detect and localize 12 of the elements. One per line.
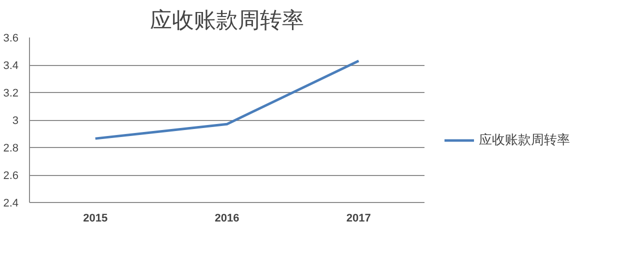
y-tick-label: 2.8: [3, 142, 19, 154]
chart-title: 应收账款周转率: [150, 8, 304, 32]
y-tick-label: 3: [12, 115, 19, 127]
legend-label: 应收账款周转率: [479, 131, 570, 149]
y-tick-label: 3.6: [3, 32, 19, 44]
y-tick-label: 2.6: [3, 170, 19, 182]
x-tick-label: 2015: [83, 212, 108, 224]
x-tick-label: 2016: [214, 212, 240, 224]
y-tick-label: 3.2: [3, 88, 19, 100]
y-tick-label: 3.4: [3, 60, 19, 72]
x-tick-label: 2017: [346, 212, 371, 224]
y-tick-label: 2.4: [3, 198, 19, 210]
